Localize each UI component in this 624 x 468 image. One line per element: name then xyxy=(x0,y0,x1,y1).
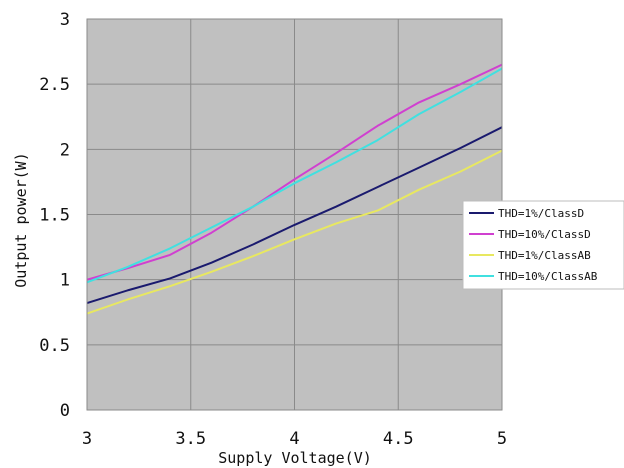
y-axis-ticks: 0 0.5 1 1.5 2 2.5 3 xyxy=(39,10,70,421)
y-axis-label: Output power(W) xyxy=(12,152,30,287)
y-tick-label: 2.5 xyxy=(39,75,70,95)
y-tick-label: 0 xyxy=(60,401,70,421)
legend-box xyxy=(462,200,624,290)
x-tick-label: 4.5 xyxy=(383,429,414,449)
legend-label: THD=1%/ClassAB xyxy=(498,249,591,262)
x-tick-label: 5 xyxy=(497,429,507,449)
y-tick-label: 0.5 xyxy=(39,336,70,356)
legend-label: THD=10%/ClassAB xyxy=(498,270,598,283)
x-tick-label: 3.5 xyxy=(175,429,206,449)
series-line-4 xyxy=(86,67,503,284)
series-line-3 xyxy=(86,149,503,315)
x-axis-label: Supply Voltage(V) xyxy=(218,449,372,467)
x-tick-label: 3 xyxy=(82,429,92,449)
y-tick-label: 1 xyxy=(60,271,70,291)
legend-label: THD=10%/ClassD xyxy=(498,228,591,241)
legend-label: THD=1%/ClassD xyxy=(498,207,584,220)
series-line-2 xyxy=(86,63,503,281)
y-tick-label: 1.5 xyxy=(39,206,70,226)
series-lines xyxy=(86,63,503,315)
gridlines xyxy=(86,18,503,411)
y-tick-label: 2 xyxy=(60,140,70,160)
x-axis-ticks: 3 3.5 4 4.5 5 xyxy=(82,429,507,449)
legend: THD=1%/ClassD THD=10%/ClassD THD=1%/ClassA… xyxy=(462,200,624,290)
x-tick-label: 4 xyxy=(289,429,299,449)
y-tick-label: 3 xyxy=(60,10,70,30)
series-line-1 xyxy=(86,126,503,305)
